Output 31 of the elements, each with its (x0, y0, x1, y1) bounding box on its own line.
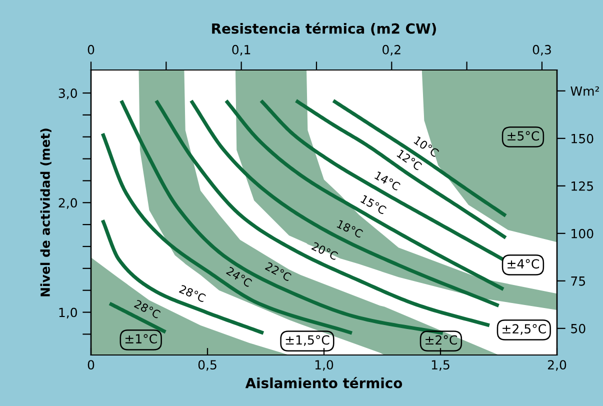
text: 28°C (134, 299, 161, 319)
y2-tick-label: 50 (571, 324, 586, 334)
y-tick-label: 1,0 (59, 308, 77, 318)
annotation: ±1°C (125, 334, 157, 344)
annotation: ±2,5°C (502, 324, 546, 335)
x-tick-label: 0,5 (198, 360, 216, 371)
y2-tick-label: Wm² (570, 86, 599, 96)
y2-tick-label: 75 (571, 276, 586, 286)
y2-tick-label: 100 (572, 228, 594, 238)
y2-tick-label: 150 (572, 134, 594, 144)
x2-axis-title: Resistencia térmica (m2 CW) (212, 22, 436, 36)
y2-tick-label: 125 (572, 181, 593, 191)
x-tick-label: 0 (88, 360, 94, 370)
x-axis-title: Aislamiento térmico (245, 376, 402, 388)
text: 20°C (311, 242, 338, 260)
x-tick-label: 2,0 (548, 360, 566, 371)
text: 28°C (178, 284, 206, 302)
x2-tick-label: 0 (88, 44, 94, 54)
x2-tick-label: 0,3 (532, 44, 551, 56)
annotation: ±5°C (508, 131, 540, 141)
y-tick-label: 3,0 (58, 88, 77, 100)
text: 18°C (336, 220, 364, 238)
y-axis-title: Nivel de actividad (met) (40, 128, 52, 296)
x-tick-label: 1,5 (432, 360, 450, 371)
x2-tick-label: 0,2 (382, 44, 400, 56)
annotation: ±4°C (508, 259, 540, 269)
annotation: ±1,5°C (286, 335, 330, 346)
y-tick-label: 2,0 (58, 198, 77, 209)
x2-tick-label: 0,1 (232, 44, 250, 56)
annotation: ±2°C (426, 335, 457, 345)
x-tick-label: 1,0 (315, 360, 334, 371)
